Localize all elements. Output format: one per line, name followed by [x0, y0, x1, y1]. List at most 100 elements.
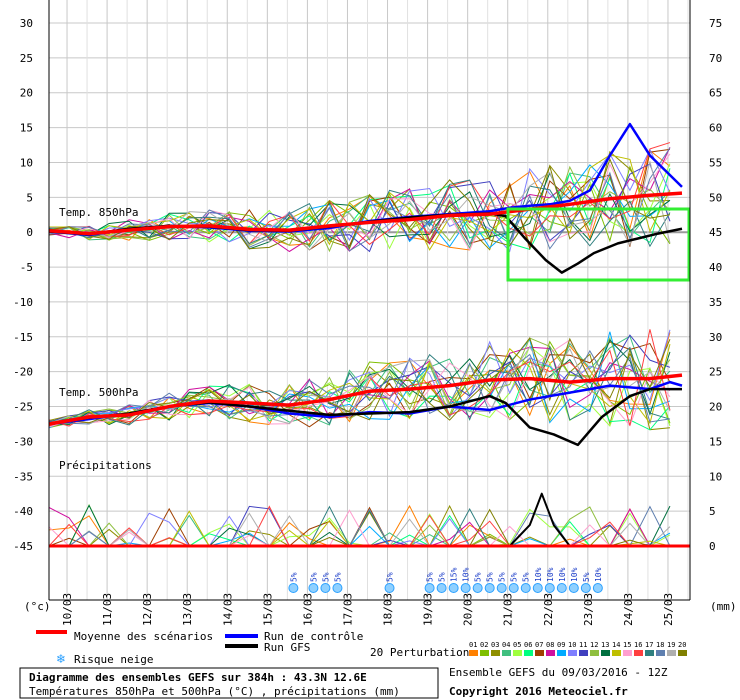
- t850-panel-label: Temp. 850hPa: [59, 206, 138, 219]
- legend-gfs-label: Run GFS: [264, 641, 310, 654]
- right-tick-label: 70: [709, 52, 722, 65]
- right-tick-label: 20: [709, 401, 722, 414]
- perturbation-id: 01: [469, 641, 477, 649]
- left-tick-label: 30: [20, 17, 33, 30]
- snow-risk-label: 5%: [510, 572, 519, 582]
- right-tick-label: 15: [709, 435, 722, 448]
- right-tick-label: 10: [709, 470, 722, 483]
- perturbation-series: [48, 339, 671, 428]
- snowflake-icon: [520, 583, 531, 593]
- perturbation-id: 14: [612, 641, 620, 649]
- snowflake-icon: [592, 583, 603, 593]
- x-date-label: 18/03: [382, 593, 395, 626]
- right-tick-label: 30: [709, 331, 722, 344]
- snowflake-icon: [532, 583, 543, 593]
- snowflake-icon: [508, 583, 519, 593]
- x-date-label: 14/03: [221, 593, 234, 626]
- snowflake-icon: [556, 583, 567, 593]
- snow-risk-label: 5%: [289, 572, 298, 582]
- perturbation-swatch: [491, 650, 500, 656]
- perturbation-series: [48, 154, 671, 251]
- perturbation-swatch: [557, 650, 566, 656]
- perturbation-swatch: [480, 650, 489, 656]
- snow-risk-label: 10%: [570, 567, 579, 582]
- snow-risk-label: 10%: [546, 567, 555, 582]
- perturbation-id: 15: [623, 641, 631, 649]
- snowflake-icon: [472, 583, 483, 593]
- perturbation-id: 19: [667, 641, 675, 649]
- x-date-label: 15/03: [261, 593, 274, 626]
- perturbation-id: 18: [656, 641, 664, 649]
- x-date-label: 19/03: [422, 593, 435, 626]
- snowflake-icon: [496, 583, 507, 593]
- perturbation-id: 09: [557, 641, 565, 649]
- perturbation-id: 11: [579, 641, 587, 649]
- snow-risk-label: 5%: [309, 572, 318, 582]
- precip-panel-label: Précipitations: [59, 459, 152, 472]
- left-tick-label: -25: [13, 401, 33, 414]
- left-tick-label: -45: [13, 540, 33, 553]
- snowflake-icon: [332, 583, 343, 593]
- perturbation-series: [48, 349, 671, 425]
- perturbation-id: 17: [645, 641, 653, 649]
- perturbation-id: 06: [524, 641, 532, 649]
- footer-subtitle: Températures 850hPa et 500hPa (°C) , pré…: [29, 685, 400, 698]
- x-date-label: 10/03: [61, 593, 74, 626]
- snow-risk-label: 5%: [474, 572, 483, 582]
- perturbation-series: [48, 171, 671, 250]
- perturbation-series: [48, 149, 671, 251]
- right-tick-label: 65: [709, 87, 722, 100]
- perturbation-series: [48, 346, 671, 425]
- perturbation-series: [48, 163, 671, 250]
- perturbation-swatch: [634, 650, 643, 656]
- snowflake-icon: ❄: [56, 652, 66, 666]
- snow-risk-label: 10%: [558, 567, 567, 582]
- perturbation-id: 02: [480, 641, 488, 649]
- perturbation-swatch: [513, 650, 522, 656]
- perturbation-swatch: [645, 650, 654, 656]
- perturbation-swatch: [502, 650, 511, 656]
- left-tick-label: 25: [20, 52, 33, 65]
- main-series: [48, 122, 691, 548]
- snowflake-icon: [320, 583, 331, 593]
- left-tick-label: -30: [13, 435, 33, 448]
- perturbation-swatch: [612, 650, 621, 656]
- perturbation-swatch: [524, 650, 533, 656]
- left-tick-label: 10: [20, 156, 33, 169]
- left-tick-label: -5: [20, 261, 33, 274]
- x-date-label: 20/03: [462, 593, 475, 626]
- snow-risk-label: 5%: [522, 572, 531, 582]
- perturbation-swatch: [535, 650, 544, 656]
- perturbation-id: 03: [491, 641, 499, 649]
- perturbation-id: 13: [601, 641, 609, 649]
- snow-risk-label: 10%: [534, 567, 543, 582]
- x-date-label: 11/03: [101, 593, 114, 626]
- t500-panel-label: Temp. 500hPa: [59, 386, 138, 399]
- axes: 302520151050-5-10-15-20-25-30-35-40-4575…: [13, 0, 722, 626]
- left-tick-label: 20: [20, 87, 33, 100]
- snow-risk-label: 5%: [582, 572, 591, 582]
- perturbation-id: 07: [535, 641, 543, 649]
- snowflake-icon: [436, 583, 447, 593]
- perturbation-id: 05: [513, 641, 521, 649]
- left-tick-label: 0: [26, 226, 33, 239]
- right-tick-label: 40: [709, 261, 722, 274]
- legend-mean-label: Moyenne des scénarios: [74, 630, 213, 643]
- x-date-label: 24/03: [622, 593, 635, 626]
- perturbation-series: [48, 161, 671, 251]
- x-date-label: 13/03: [181, 593, 194, 626]
- legend-perturbations-label: 20 Perturbations: [370, 646, 476, 659]
- snowflake-icon: [424, 583, 435, 593]
- precip-gfs-line: [508, 492, 571, 547]
- left-tick-label: 5: [26, 191, 33, 204]
- perturbation-swatch: [590, 650, 599, 656]
- snow-risk-row: 5% 5% 5% 5% 5% 5% 5% 15% 10% 5% 5% 5% 5% 5% 10% 10% 10% 1…: [288, 567, 603, 593]
- right-tick-label: 75: [709, 17, 722, 30]
- x-date-label: 22/03: [542, 593, 555, 626]
- snowflake-icon: [288, 583, 299, 593]
- footer-run: Ensemble GEFS du 09/03/2016 - 12Z: [449, 666, 668, 679]
- perturbation-swatch: [656, 650, 665, 656]
- snowflake-icon: [544, 583, 555, 593]
- right-tick-label: 5: [709, 505, 716, 518]
